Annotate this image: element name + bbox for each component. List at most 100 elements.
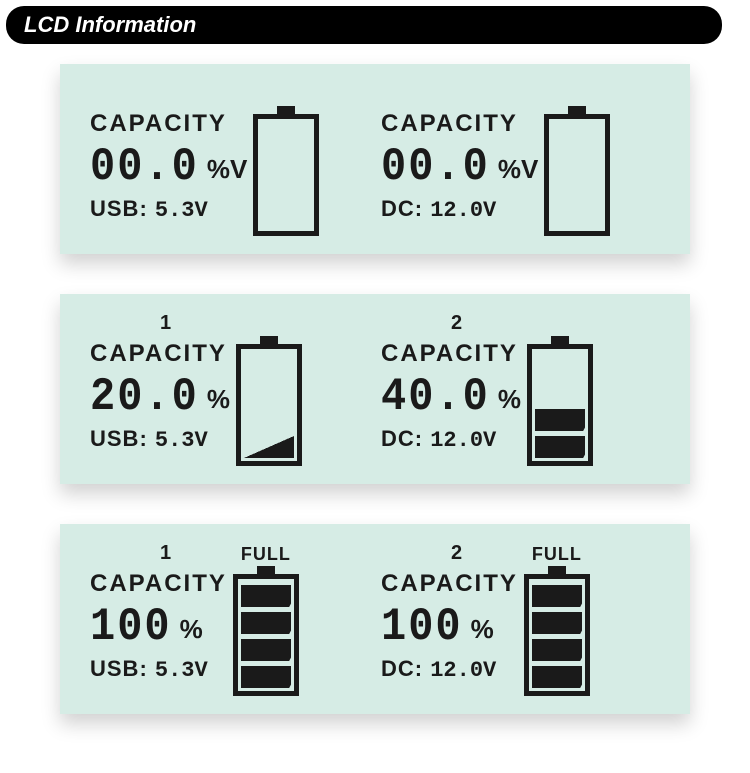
source-row: DC: 12.0V — [381, 426, 521, 453]
battery-bar — [241, 612, 291, 634]
readout-column: CAPACITY 00.0 %V USB: 5.3V — [90, 98, 247, 223]
lcd-half: 1 CAPACITY 100 % USB: 5.3V FULL — [90, 544, 381, 696]
capacity-label: CAPACITY — [381, 340, 521, 368]
source-unit: V — [195, 658, 208, 683]
capacity-value-row: 00.0 %V — [381, 146, 538, 188]
source-row: USB: 5.3V — [90, 196, 247, 223]
capacity-label: CAPACITY — [90, 570, 227, 598]
battery-body — [253, 114, 319, 236]
battery-wrap — [253, 84, 319, 236]
battery-body — [524, 574, 590, 696]
lcd-panel: CAPACITY 00.0 %V USB: 5.3V CAPACITY 00.0… — [60, 64, 690, 254]
battery-bar — [532, 639, 582, 661]
battery-body — [233, 574, 299, 696]
battery-terminal — [568, 106, 586, 114]
readout-column: CAPACITY 00.0 %V DC: 12.0V — [381, 98, 538, 223]
source-label: USB: — [90, 426, 148, 451]
battery-terminal — [260, 336, 278, 344]
capacity-value: 00.0 — [90, 143, 199, 189]
source-unit: V — [483, 428, 496, 453]
full-label: FULL — [532, 544, 582, 564]
full-label: FULL — [241, 544, 291, 564]
lcd-panel: 1 CAPACITY 100 % USB: 5.3V FULL 2 CAPACI… — [60, 524, 690, 714]
battery-body — [544, 114, 610, 236]
source-row: DC: 12.0V — [381, 656, 518, 683]
capacity-value: 100 — [381, 603, 463, 649]
battery-bar — [535, 409, 585, 431]
battery-wrap — [236, 314, 302, 466]
battery-icon — [524, 566, 590, 696]
source-value: 5.3 — [155, 428, 195, 453]
capacity-value-row: 40.0 % — [381, 376, 521, 418]
capacity-value-row: 100 % — [90, 606, 227, 648]
source-label: USB: — [90, 196, 148, 221]
slot-number: 2 — [451, 542, 463, 565]
capacity-value: 00.0 — [381, 143, 490, 189]
source-row: USB: 5.3V — [90, 656, 227, 683]
capacity-unit: % — [471, 614, 494, 645]
source-unit: V — [195, 428, 208, 453]
battery-icon — [233, 566, 299, 696]
battery-bar — [241, 585, 291, 607]
battery-icon — [527, 336, 593, 466]
battery-terminal — [551, 336, 569, 344]
battery-bar — [535, 436, 585, 458]
source-label: DC: — [381, 426, 423, 451]
readout-column: CAPACITY 100 % USB: 5.3V — [90, 558, 227, 683]
capacity-unit: %V — [207, 154, 247, 185]
battery-terminal — [257, 566, 275, 574]
battery-wrap: FULL — [524, 544, 590, 696]
source-row: DC: 12.0V — [381, 196, 538, 223]
readout-column: CAPACITY 40.0 % DC: 12.0V — [381, 328, 521, 453]
battery-terminal — [277, 106, 295, 114]
section-header: LCD Information — [6, 6, 722, 44]
lcd-panel: 1 CAPACITY 20.0 % USB: 5.3V 2 CAPACITY 4 — [60, 294, 690, 484]
capacity-value-row: 00.0 %V — [90, 146, 247, 188]
battery-bar-tri — [244, 436, 294, 458]
source-value: 5.3 — [155, 658, 195, 683]
battery-icon — [253, 106, 319, 236]
capacity-label: CAPACITY — [381, 570, 518, 598]
battery-wrap — [527, 314, 593, 466]
capacity-value: 100 — [90, 603, 172, 649]
readout-column: CAPACITY 100 % DC: 12.0V — [381, 558, 518, 683]
capacity-unit: % — [180, 614, 203, 645]
battery-bar — [241, 666, 291, 688]
capacity-value: 40.0 — [381, 373, 490, 419]
source-unit: V — [483, 658, 496, 683]
battery-wrap: FULL — [233, 544, 299, 696]
battery-bar — [532, 612, 582, 634]
battery-bar — [241, 639, 291, 661]
slot-number: 1 — [160, 312, 172, 335]
slot-number: 1 — [160, 542, 172, 565]
capacity-value-row: 100 % — [381, 606, 518, 648]
capacity-unit: %V — [498, 154, 538, 185]
capacity-label: CAPACITY — [90, 110, 247, 138]
capacity-unit: % — [207, 384, 230, 415]
source-value: 12.0 — [430, 198, 483, 223]
source-label: DC: — [381, 656, 423, 681]
capacity-label: CAPACITY — [381, 110, 538, 138]
source-label: USB: — [90, 656, 148, 681]
lcd-half: CAPACITY 00.0 %V DC: 12.0V — [381, 84, 672, 236]
slot-number: 2 — [451, 312, 463, 335]
capacity-value-row: 20.0 % — [90, 376, 230, 418]
battery-bar — [532, 585, 582, 607]
source-label: DC: — [381, 196, 423, 221]
battery-body — [527, 344, 593, 466]
source-unit: V — [483, 198, 496, 223]
source-value: 12.0 — [430, 658, 483, 683]
capacity-unit: % — [498, 384, 521, 415]
capacity-label: CAPACITY — [90, 340, 230, 368]
capacity-value: 20.0 — [90, 373, 199, 419]
battery-icon — [236, 336, 302, 466]
readout-column: CAPACITY 20.0 % USB: 5.3V — [90, 328, 230, 453]
lcd-half: 2 CAPACITY 40.0 % DC: 12.0V — [381, 314, 672, 466]
battery-wrap — [544, 84, 610, 236]
battery-body — [236, 344, 302, 466]
source-value: 12.0 — [430, 428, 483, 453]
lcd-half: 2 CAPACITY 100 % DC: 12.0V FULL — [381, 544, 672, 696]
lcd-panels-container: CAPACITY 00.0 %V USB: 5.3V CAPACITY 00.0… — [0, 64, 750, 754]
battery-icon — [544, 106, 610, 236]
source-value: 5.3 — [155, 198, 195, 223]
